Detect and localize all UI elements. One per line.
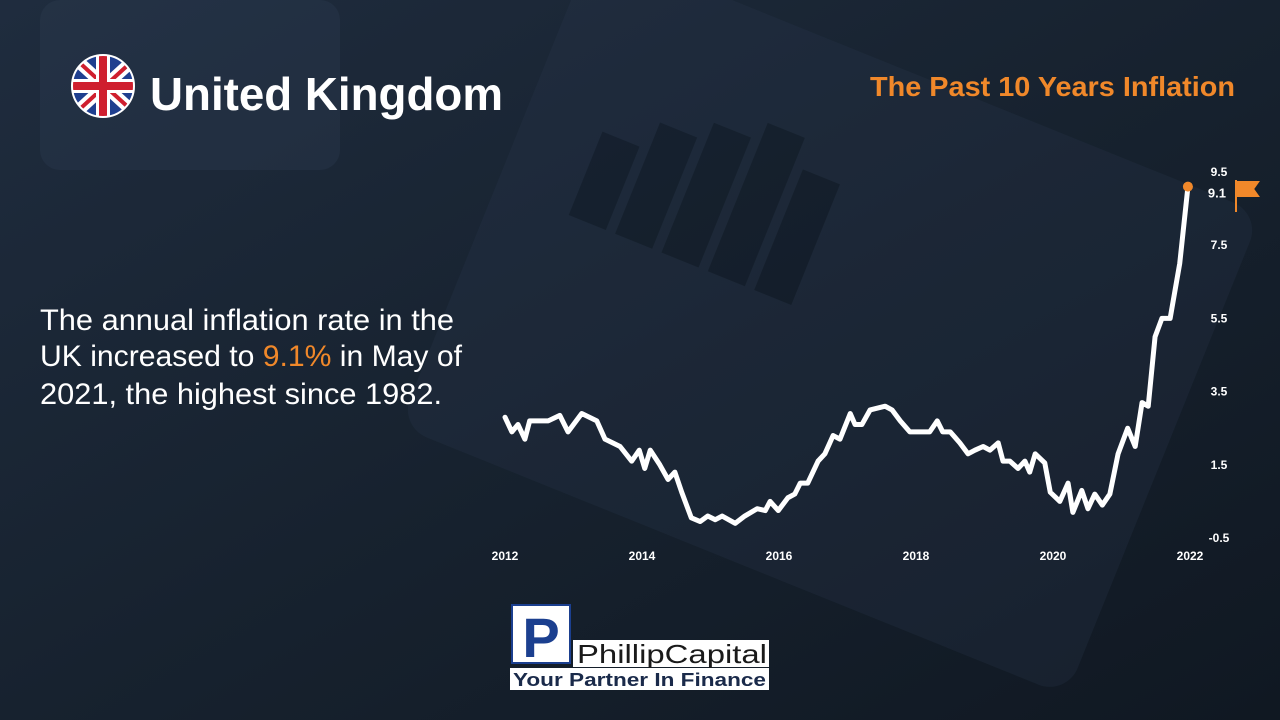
description-highlight: 9.1% xyxy=(263,340,332,373)
description-text: UK increased to xyxy=(40,340,263,373)
description-text: in May of xyxy=(331,340,462,373)
logo-letter: P xyxy=(522,606,559,669)
flag-icon xyxy=(1235,180,1260,212)
x-tick-label: 2020 xyxy=(1040,549,1067,563)
y-tick-label: 9.5 xyxy=(1211,165,1228,179)
logo-box xyxy=(511,604,571,664)
y-tick-label: -0.5 xyxy=(1209,531,1230,545)
background-tablet xyxy=(40,0,1253,687)
flag-ring xyxy=(71,54,135,118)
description-line: 2021, the highest since 1982. xyxy=(40,378,442,411)
logo-name: PhillipCapital xyxy=(577,639,767,669)
description-line: UK increased to 9.1% in May of xyxy=(40,340,463,373)
y-tick-label: 1.5 xyxy=(1211,458,1228,472)
logo-tagline-bg xyxy=(510,668,769,690)
logo: P PhillipCapital Your Partner In Finance xyxy=(510,604,769,690)
end-marker xyxy=(1182,181,1193,192)
x-tick-label: 2022 xyxy=(1177,549,1204,563)
x-tick-label: 2018 xyxy=(903,549,930,563)
y-tick-label: 5.5 xyxy=(1211,311,1228,325)
value-label: 9.1 xyxy=(1208,186,1226,201)
chart-title: The Past 10 Years Inflation xyxy=(870,71,1235,102)
page-title: United Kingdom xyxy=(150,68,503,120)
description-text: 2021, the highest since 1982. xyxy=(40,378,442,411)
y-tick-label: 7.5 xyxy=(1211,238,1228,252)
line xyxy=(502,184,1191,526)
x-tick-label: 2012 xyxy=(492,549,519,563)
description-line: The annual inflation rate in the xyxy=(40,304,454,337)
y-tick-label: 3.5 xyxy=(1211,385,1228,399)
logo-name-bg xyxy=(573,640,769,667)
description-text: The annual inflation rate in the xyxy=(40,304,454,337)
x-tick-label: 2014 xyxy=(629,549,656,563)
logo-tagline: Your Partner In Finance xyxy=(513,670,766,690)
x-tick-label: 2016 xyxy=(766,549,793,563)
